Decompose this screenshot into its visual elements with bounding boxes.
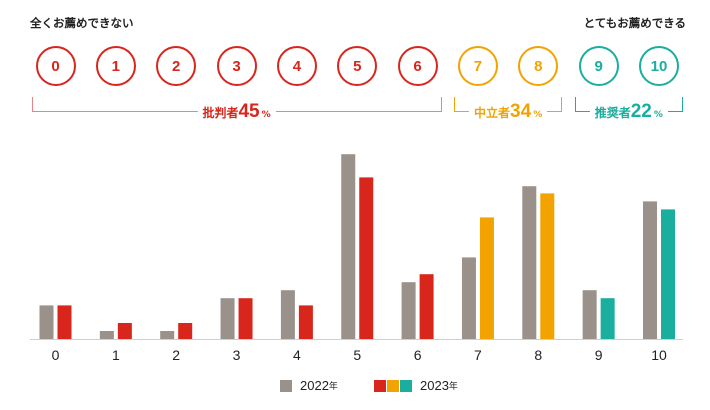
bar-2023-3 — [238, 298, 253, 339]
promoter-percent: 22 — [630, 101, 652, 122]
bar-2022-1 — [99, 331, 114, 339]
bar-2023-2 — [178, 323, 193, 339]
score-circle-5: 5 — [337, 46, 378, 86]
legend-2023-label: 2023 — [420, 378, 449, 393]
score-circle-9: 9 — [578, 46, 619, 86]
detractor-percent-unit: % — [261, 110, 271, 120]
detractor-percent: 45 — [238, 101, 260, 122]
right-scale-label: とてもお薦めできる — [583, 16, 686, 30]
legend-2023-swatch-orange — [387, 379, 399, 392]
bar-2023-9 — [600, 298, 615, 339]
score-circle-8: 8 — [518, 46, 559, 86]
score-circle-2: 2 — [156, 46, 197, 86]
bar-2023-8 — [540, 193, 555, 339]
bar-2022-9 — [582, 290, 597, 339]
promoter-label-text: 推奨者 — [594, 106, 631, 120]
bar-2022-6 — [401, 282, 416, 339]
detractor-label-text: 批判者 — [202, 106, 239, 120]
passive-label: 中立者34% — [469, 101, 548, 124]
x-tick-label-4: 4 — [293, 347, 301, 363]
legend-2023: 2023 年 — [374, 378, 458, 393]
legend-2023-swatch-red — [374, 379, 386, 392]
legend-2023-suffix: 年 — [448, 381, 458, 391]
bar-2023-0 — [57, 305, 72, 339]
score-circle-10: 10 — [639, 46, 679, 86]
score-circle-1: 1 — [95, 46, 136, 86]
bar-2023-4 — [298, 305, 313, 339]
legend-2022-suffix: 年 — [328, 381, 338, 391]
legend-2022-swatch — [280, 379, 292, 392]
bar-2022-7 — [461, 257, 476, 339]
x-tick-label-1: 1 — [112, 347, 120, 363]
x-tick-label-9: 9 — [595, 347, 603, 363]
bar-2023-6 — [419, 274, 434, 339]
bar-2023-10 — [661, 209, 675, 339]
x-tick-label-5: 5 — [353, 347, 361, 363]
x-tick-label-10: 10 — [651, 347, 667, 363]
passive-percent: 34 — [510, 101, 532, 122]
bar-2022-5 — [341, 154, 356, 339]
bar-2022-3 — [220, 298, 235, 339]
passive-percent-unit: % — [533, 110, 543, 120]
x-tick-label-3: 3 — [233, 347, 241, 363]
bar-2023-5 — [359, 177, 374, 339]
x-tick-label-0: 0 — [52, 347, 60, 363]
legend-2023-swatch-teal — [400, 379, 412, 392]
bar-2022-4 — [280, 290, 295, 339]
score-circle-4: 4 — [276, 46, 317, 86]
legend-2022: 2022 年 — [280, 378, 338, 393]
bar-2022-10 — [643, 201, 657, 339]
promoter-label: 推奨者22% — [589, 101, 668, 124]
promoter-percent-unit: % — [653, 110, 663, 120]
bar-2023-1 — [117, 323, 132, 339]
bar-2023-7 — [479, 217, 494, 339]
legend-2022-label: 2022 — [300, 378, 329, 393]
score-circle-6: 6 — [397, 46, 438, 86]
score-circle-7: 7 — [457, 46, 498, 86]
bar-2022-8 — [522, 186, 537, 339]
score-circle-0: 0 — [35, 46, 76, 86]
left-scale-label: 全くお薦めできない — [30, 16, 134, 30]
bar-2022-0 — [39, 305, 54, 339]
score-circle-3: 3 — [216, 46, 257, 86]
detractor-label: 批判者45% — [197, 101, 276, 124]
x-tick-label-8: 8 — [534, 347, 542, 363]
bar-2022-2 — [160, 331, 175, 339]
x-tick-label-6: 6 — [414, 347, 422, 363]
x-tick-label-2: 2 — [172, 347, 180, 363]
passive-label-text: 中立者 — [474, 106, 511, 120]
x-tick-label-7: 7 — [474, 347, 482, 363]
